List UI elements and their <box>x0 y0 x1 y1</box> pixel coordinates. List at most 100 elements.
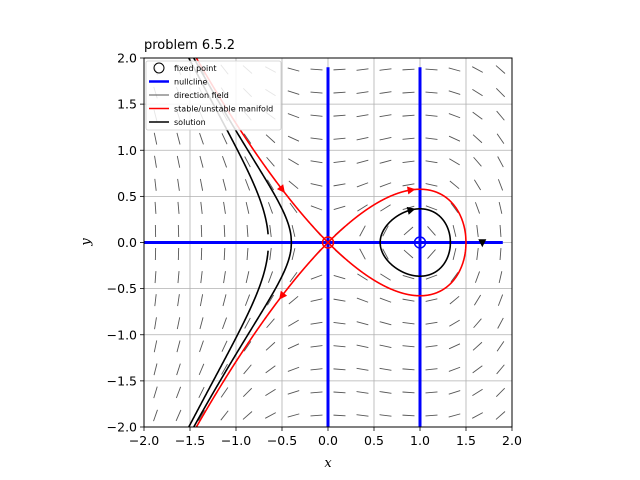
direction-field-segment <box>289 202 298 214</box>
direction-field-segment <box>222 178 227 191</box>
direction-field-segment <box>310 205 323 211</box>
direction-field-segment <box>476 248 479 261</box>
direction-field-segment <box>356 159 369 164</box>
direction-field-segment <box>154 317 157 330</box>
direction-field-segment <box>497 156 504 168</box>
direction-field-segment <box>356 137 369 141</box>
direction-field-segment <box>402 68 415 71</box>
x-tick-label: −0.5 <box>267 433 297 448</box>
direction-field-segment <box>427 226 436 236</box>
x-tick-label: −1.5 <box>175 433 205 448</box>
x-tick-label: −1.0 <box>221 433 251 448</box>
direction-field-segment <box>175 386 182 399</box>
direction-field-segment <box>244 179 251 191</box>
direction-field-segment <box>496 341 505 352</box>
direction-field-segment <box>310 345 323 348</box>
y-axis-label: y <box>79 238 94 247</box>
direction-field-segment <box>474 202 481 214</box>
direction-field-segment <box>154 271 157 284</box>
direction-field-segment <box>310 321 323 325</box>
legend-label-nullcline: nullcline <box>174 78 208 87</box>
direction-field-segment <box>425 298 438 302</box>
direction-field-segment <box>222 294 227 307</box>
legend: fixed point nullcline direction field st… <box>145 60 282 131</box>
direction-field-segment <box>244 156 251 168</box>
direction-field-segment <box>288 319 299 327</box>
direction-field-segment <box>379 91 392 94</box>
direction-field-segment <box>402 368 415 371</box>
direction-field-segment <box>222 155 227 168</box>
nullclines <box>144 67 503 427</box>
direction-field-segment <box>198 410 205 421</box>
direction-field-segment <box>472 89 483 97</box>
direction-field-segment <box>176 317 181 330</box>
manifold-arrow <box>407 186 416 195</box>
direction-field-segment <box>153 409 158 422</box>
direction-field-segment <box>472 412 483 419</box>
direction-field-segment <box>267 202 274 214</box>
direction-field-segment <box>266 294 275 306</box>
direction-field-segment <box>333 137 346 140</box>
direction-field-segment <box>222 317 227 330</box>
direction-field-segment <box>265 134 276 144</box>
direction-field-segment <box>356 68 369 71</box>
direction-field-segment <box>287 390 300 395</box>
direction-field-segment <box>287 343 300 350</box>
direction-field-segment <box>495 387 506 397</box>
direction-field-segment <box>497 294 504 306</box>
direction-field-segment <box>448 366 461 372</box>
direction-field-segment <box>177 271 180 284</box>
direction-field-segment <box>425 321 438 325</box>
direction-field-segment <box>403 226 414 236</box>
direction-field-segment <box>333 91 346 94</box>
y-tick-label: −0.5 <box>107 281 137 296</box>
solution-arrow <box>478 239 487 248</box>
direction-field-segment <box>495 65 506 74</box>
direction-field-segment <box>402 322 415 325</box>
direction-field-segment <box>265 341 276 351</box>
direction-field-segment <box>476 224 479 237</box>
direction-field-segment <box>153 132 158 145</box>
direction-field-segment <box>199 317 204 330</box>
direction-field-segment <box>379 159 392 164</box>
direction-field-segment <box>448 135 461 142</box>
direction-field-segment <box>266 179 275 191</box>
direction-field-segment <box>243 364 252 375</box>
direction-field-segment <box>199 132 204 145</box>
direction-field-segment <box>425 205 438 211</box>
direction-field-segment <box>333 183 346 187</box>
x-tick-label: 1.0 <box>410 433 430 448</box>
direction-field-segment <box>356 297 369 303</box>
x-tick-label: 0.5 <box>364 433 384 448</box>
direction-field-segment <box>382 248 389 260</box>
direction-field-segment <box>242 387 253 397</box>
direction-field-segment <box>287 135 300 142</box>
direction-field-segment <box>310 114 323 117</box>
direction-field-segment <box>402 274 415 280</box>
direction-field-segment <box>379 114 392 118</box>
direction-field-segment <box>154 294 157 307</box>
direction-field-segment <box>287 413 300 418</box>
direction-field-segment <box>496 110 505 121</box>
direction-field-segment <box>402 183 415 187</box>
direction-field-segment <box>310 391 323 394</box>
direction-field-segment <box>357 204 368 212</box>
direction-field-segment <box>356 91 369 94</box>
direction-field-segment <box>291 248 296 260</box>
direction-field-segment <box>246 248 249 261</box>
direction-field-segment <box>403 249 414 259</box>
direction-field-segment <box>154 201 157 214</box>
direction-field-segment <box>402 298 415 302</box>
direction-field-segment <box>333 68 346 71</box>
y-tick-label: −2.0 <box>107 420 137 435</box>
direction-field-segment <box>473 318 482 329</box>
manifold-homoclinic-loop <box>327 188 467 297</box>
direction-field-segment <box>472 365 483 374</box>
solution-curve-left-lower <box>187 250 269 427</box>
manifold-arrow <box>279 290 288 300</box>
direction-field-segment <box>495 411 506 420</box>
direction-field-segment <box>498 271 503 284</box>
direction-field-segment <box>153 363 158 376</box>
direction-field-segment <box>452 248 457 260</box>
direction-field-segment <box>223 271 226 284</box>
